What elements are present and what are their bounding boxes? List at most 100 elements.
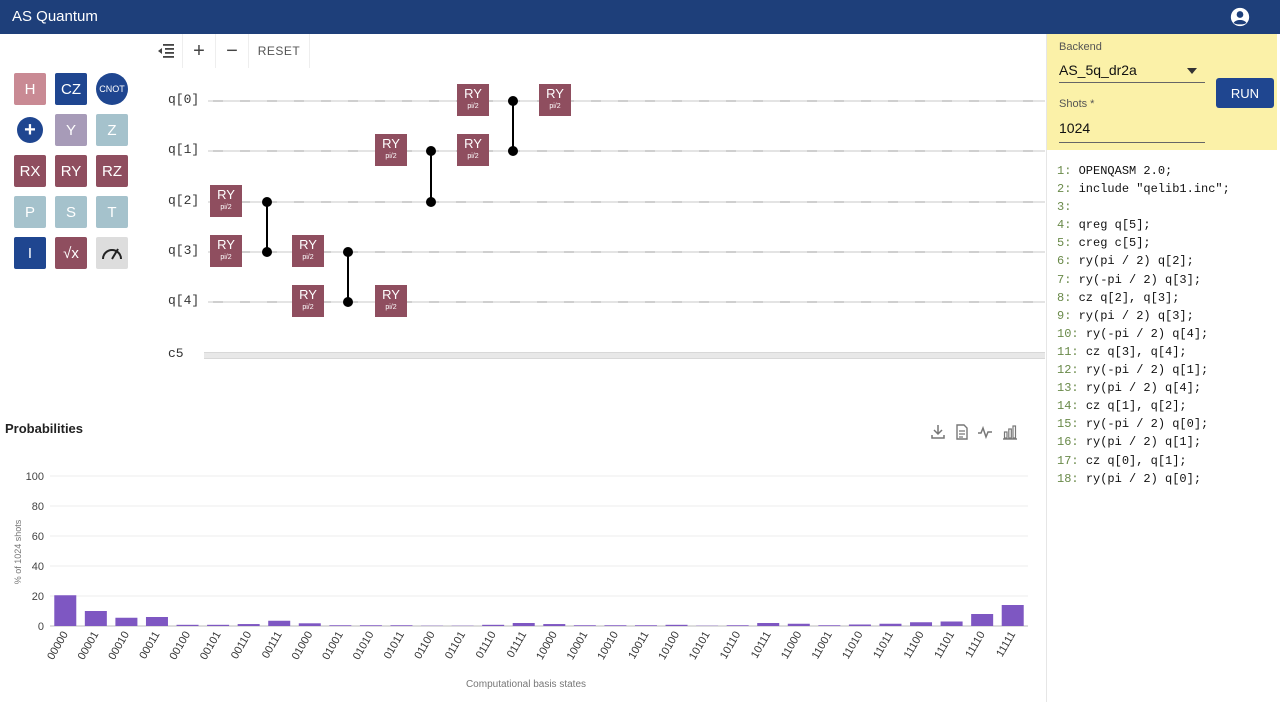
x-tick-label: 10001 [565,630,591,662]
line-number: 14: [1057,399,1079,414]
wire-slot [483,251,493,253]
gate-t-button[interactable]: T [96,196,128,228]
x-tick-label: 10111 [749,630,774,661]
ry-gate[interactable]: RY pi/2 [210,185,242,217]
bar [543,624,566,626]
cz-control-dot[interactable] [426,146,436,156]
y-axis-label: % of 1024 shots [13,519,23,584]
gate-name: RY [299,237,317,252]
wire-slot [429,251,439,253]
line-text: ry(pi / 2) q[1]; [1085,435,1202,450]
qubit-label: q[0] [168,92,200,107]
wire-slot [213,150,223,152]
gate-sqrt-x-button[interactable]: √x [55,237,87,269]
gate-cnot-button[interactable]: CNOT [96,73,128,105]
line-chart-icon[interactable] [977,424,993,440]
ry-gate[interactable]: RY pi/2 [457,134,489,166]
cz-control-dot[interactable] [508,96,518,106]
gate-param: pi/2 [220,254,232,261]
qasm-editor[interactable]: 1: OPENQASM 2.0; 2: include "qelib1.inc";… [1057,162,1230,488]
cz-control-dot[interactable] [426,197,436,207]
gate-name: RY [464,86,482,101]
ry-gate[interactable]: RY pi/2 [375,285,407,317]
account-icon[interactable] [1230,7,1250,27]
collapse-panel-button[interactable] [150,34,183,68]
gate-i-button[interactable]: I [14,237,46,269]
wire-slot [834,251,844,253]
ry-gate[interactable]: RY pi/2 [375,134,407,166]
backend-label: Backend [1059,41,1102,53]
measure-icon [102,248,122,260]
x-tick-label: 11111 [994,630,1018,660]
app-title: AS Quantum [12,8,98,25]
bar [787,623,810,626]
wire-slot [321,251,331,253]
cz-control-dot[interactable] [343,297,353,307]
bar [84,611,107,626]
cz-control-dot[interactable] [508,146,518,156]
bar [1001,605,1024,626]
code-line: 3: [1057,198,1230,216]
gate-label: P [24,203,35,221]
reset-button[interactable]: RESET [249,34,310,68]
wire-slot [564,150,574,152]
gate-h-button[interactable]: H [14,73,46,105]
gate-label: RY [60,162,82,180]
gate-y-button[interactable]: Y [55,114,87,146]
backend-select[interactable]: AS_5q_dr2a [1059,60,1205,83]
gate-z-button[interactable]: Z [96,114,128,146]
x-tick-label: 11110 [963,630,987,660]
wire-slot [240,251,250,253]
ry-gate[interactable]: RY pi/2 [210,235,242,267]
shots-input[interactable]: 1024 [1059,118,1205,143]
x-tick-label: 01000 [290,630,316,662]
bar [726,625,749,626]
cz-control-dot[interactable] [262,197,272,207]
download-icon[interactable] [930,424,946,440]
gate-param: pi/2 [302,304,314,311]
wire-slot [267,301,277,303]
wire-slot [699,150,709,152]
cz-control-dot[interactable] [343,247,353,257]
add-qubit-button[interactable]: + [183,34,216,68]
x-tick-label: 01001 [320,630,346,662]
wire-slot [969,100,979,102]
bar [879,623,902,626]
wire-slot [807,150,817,152]
line-text: ry(pi / 2) q[4]; [1085,381,1202,396]
run-button[interactable]: RUN [1216,78,1274,108]
cz-control-dot[interactable] [262,247,272,257]
wire-slot [591,150,601,152]
circuit-canvas[interactable]: q[0] q[1] q[2] q[3] q[4] c5 RY pi/2 RY pi/2 RY pi/2… [150,68,1045,364]
wire-slot [672,150,682,152]
wire-slot [861,201,871,203]
ry-gate[interactable]: RY pi/2 [457,84,489,116]
gate-s-button[interactable]: S [55,196,87,228]
ry-gate[interactable]: RY pi/2 [292,285,324,317]
wire-slot [429,301,439,303]
gate-rx-button[interactable]: RX [14,155,46,187]
app-header: AS Quantum [0,0,1280,34]
wire-slot [780,100,790,102]
wire-slot [645,150,655,152]
gate-plus-button[interactable]: + [17,117,43,143]
gate-rz-button[interactable]: RZ [96,155,128,187]
ry-gate[interactable]: RY pi/2 [539,84,571,116]
x-tick-label: 11101 [932,630,957,661]
cz-connector [266,201,268,251]
y-tick-label: 40 [32,561,44,573]
line-number: 2: [1057,182,1072,197]
wire-slot [348,201,358,203]
document-icon[interactable] [954,424,970,440]
line-number: 16: [1057,435,1079,450]
gate-ry-button[interactable]: RY [55,155,87,187]
ry-gate[interactable]: RY pi/2 [292,235,324,267]
code-line: 5: creg c[5]; [1057,234,1230,252]
bar-chart-icon[interactable] [1002,424,1018,440]
gate-cz-button[interactable]: CZ [55,73,87,105]
remove-qubit-button[interactable]: − [216,34,249,68]
gate-p-button[interactable]: P [14,196,46,228]
gate-measure-button[interactable] [96,237,128,269]
bar [482,624,505,626]
bar [757,623,780,626]
